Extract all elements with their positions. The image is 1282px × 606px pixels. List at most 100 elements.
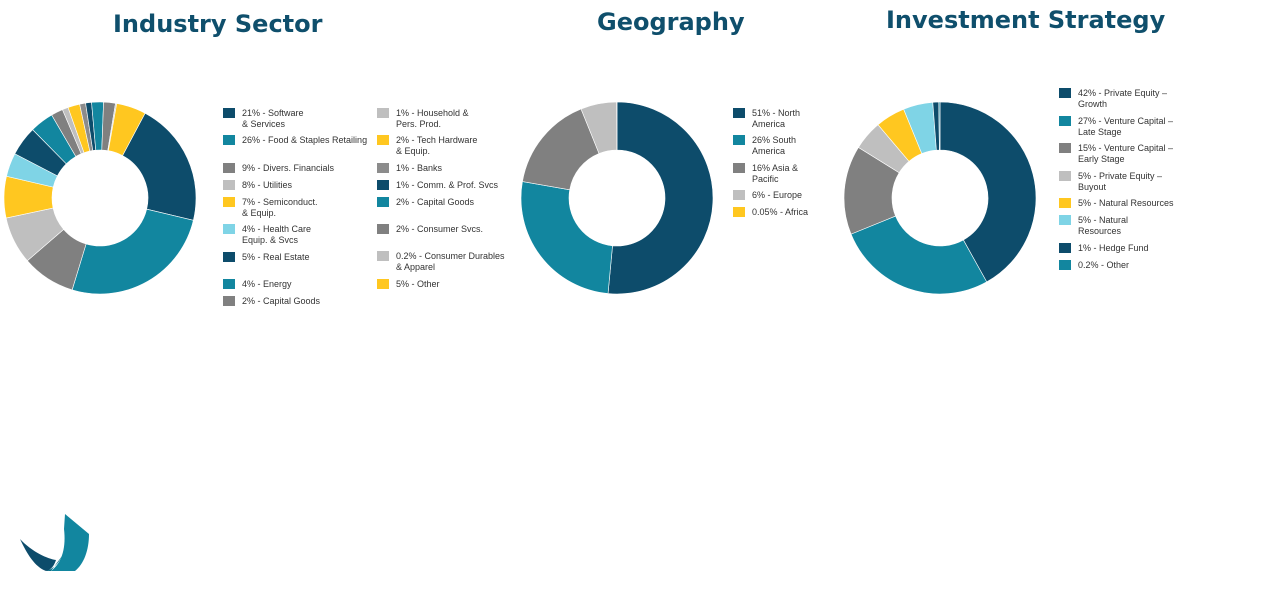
legend-label: 0.05% - Africa <box>752 207 809 217</box>
legend-label: 1% - Hedge Fund <box>1078 243 1149 253</box>
industry-sector-legend-item-16: 5% - Other <box>377 279 440 290</box>
legend-label: 5% - Private Equity – Buyout <box>1078 171 1163 192</box>
legend-swatch <box>223 296 235 306</box>
industry-sector-legend-item-7: 4% - Energy <box>223 279 292 290</box>
legend-swatch <box>1059 198 1071 208</box>
legend-label: 16% Asia & Pacific <box>752 163 799 184</box>
legend-label: 8% - Utilities <box>242 180 293 190</box>
legend-swatch <box>223 197 235 207</box>
industry-sector-legend-item-10: 2% - Tech Hardware & Equip. <box>377 135 477 157</box>
legend-label: 4% - Energy <box>242 279 292 289</box>
legend-label: 5% - Natural Resources <box>1078 215 1129 236</box>
legend-label: 2% - Tech Hardware & Equip. <box>396 135 478 156</box>
industry-sector-legend-item-11: 1% - Banks <box>377 163 442 174</box>
industry-sector-legend-item-15: 0.2% - Consumer Durables & Apparel <box>377 251 505 273</box>
legend-swatch <box>1059 143 1071 153</box>
industry-sector-legend-item-3: 8% - Utilities <box>223 180 292 191</box>
legend-label: 5% - Natural Resources <box>1078 198 1174 208</box>
industry-sector-legend-item-6: 5% - Real Estate <box>223 252 310 263</box>
industry-sector-legend-item-0: 21% - Software & Services <box>223 108 304 130</box>
legend-label: 9% - Divers. Financials <box>242 163 335 173</box>
legend-label: 0.2% - Consumer Durables & Apparel <box>396 251 505 272</box>
investment-strategy-legend-item-5: 5% - Natural Resources <box>1059 215 1128 237</box>
legend-swatch <box>1059 116 1071 126</box>
industry-sector-legend-item-14: 2% - Consumer Svcs. <box>377 224 483 235</box>
industry-sector-legend-item-8: 2% - Capital Goods <box>223 296 320 307</box>
geography-legend-item-4: 0.05% - Africa <box>733 207 808 218</box>
investment-strategy-legend-item-3: 5% - Private Equity – Buyout <box>1059 171 1162 193</box>
legend-label: 5% - Other <box>396 279 440 289</box>
legend-swatch <box>223 252 235 262</box>
legend-label: 26% - Food & Staples Retailing <box>242 135 368 145</box>
legend-swatch <box>1059 88 1071 98</box>
legend-label: 27% - Venture Capital – Late Stage <box>1078 116 1174 137</box>
legend-label: 1% - Banks <box>396 163 443 173</box>
investment-strategy-legend-item-1: 27% - Venture Capital – Late Stage <box>1059 116 1173 138</box>
investment-strategy-legend-item-6: 1% - Hedge Fund <box>1059 243 1149 254</box>
legend-label: 6% - Europe <box>752 190 803 200</box>
legend-swatch <box>377 224 389 234</box>
geography-legend-item-0: 51% - North America <box>733 108 800 130</box>
legend-swatch <box>733 207 745 217</box>
legend-swatch <box>377 108 389 118</box>
legend-label: 21% - Software & Services <box>242 108 304 129</box>
geography-legend-item-2: 16% Asia & Pacific <box>733 163 798 185</box>
legend-swatch <box>733 163 745 173</box>
legend-swatch <box>223 135 235 145</box>
legend-swatch <box>1059 243 1071 253</box>
legend-label: 7% - Semiconduct. & Equip. <box>242 197 318 218</box>
legend-swatch <box>1059 171 1071 181</box>
legend-swatch <box>733 135 745 145</box>
geography-donut <box>520 101 714 295</box>
investment-strategy-legend-item-0: 42% - Private Equity – Growth <box>1059 88 1167 110</box>
legend-label: 1% - Household & Pers. Prod. <box>396 108 469 129</box>
industry-sector-legend-item-12: 1% - Comm. & Prof. Svcs <box>377 180 498 191</box>
investment-strategy-legend-item-4: 5% - Natural Resources <box>1059 198 1174 209</box>
investment-strategy-legend-item-7: 0.2% - Other <box>1059 260 1129 271</box>
legend-swatch <box>223 108 235 118</box>
industry-sector-legend-item-13: 2% - Capital Goods <box>377 197 474 208</box>
industry-sector-legend-item-4: 7% - Semiconduct. & Equip. <box>223 197 318 219</box>
geography-slice-0 <box>607 101 714 295</box>
industry-sector-legend-item-1: 26% - Food & Staples Retailing <box>223 135 367 146</box>
industry-sector-legend-item-9: 1% - Household & Pers. Prod. <box>377 108 469 130</box>
legend-label: 2% - Capital Goods <box>242 296 321 306</box>
investment-strategy-donut <box>843 101 1037 295</box>
legend-label: 4% - Health Care Equip. & Svcs <box>242 224 312 245</box>
legend-label: 2% - Consumer Svcs. <box>396 224 484 234</box>
legend-swatch <box>223 224 235 234</box>
geography-title: Geography <box>597 8 745 36</box>
industry-sector-legend-item-2: 9% - Divers. Financials <box>223 163 334 174</box>
geography-legend-item-3: 6% - Europe <box>733 190 802 201</box>
legend-swatch <box>377 251 389 261</box>
legend-swatch <box>223 180 235 190</box>
legend-label: 15% - Venture Capital – Early Stage <box>1078 143 1174 164</box>
legend-label: 51% - North America <box>752 108 801 129</box>
legend-swatch <box>733 190 745 200</box>
legend-label: 42% - Private Equity – Growth <box>1078 88 1168 109</box>
legend-swatch <box>223 163 235 173</box>
legend-label: 0.2% - Other <box>1078 260 1130 270</box>
industry-sector-title: Industry Sector <box>113 10 323 38</box>
investment-strategy-legend-item-2: 15% - Venture Capital – Early Stage <box>1059 143 1173 165</box>
legend-swatch <box>377 279 389 289</box>
legend-swatch <box>223 279 235 289</box>
industry-sector-donut <box>3 101 197 295</box>
investment-strategy-slice-1 <box>850 215 988 295</box>
investment-strategy-slice-7 <box>938 101 941 151</box>
firm-logo-icon <box>20 514 89 571</box>
legend-label: 26% South America <box>752 135 797 156</box>
legend-swatch <box>377 197 389 207</box>
geography-slice-1 <box>520 181 613 294</box>
legend-label: 1% - Comm. & Prof. Svcs <box>396 180 499 190</box>
industry-sector-legend-item-5: 4% - Health Care Equip. & Svcs <box>223 224 311 246</box>
investment-strategy-slice-0 <box>939 101 1037 283</box>
legend-label: 2% - Capital Goods <box>396 197 475 207</box>
geography-legend-item-1: 26% South America <box>733 135 796 157</box>
industry-sector-slice-16 <box>108 103 146 157</box>
investment-strategy-title: Investment Strategy <box>886 6 1166 34</box>
legend-swatch <box>1059 215 1071 225</box>
legend-swatch <box>1059 260 1071 270</box>
industry-sector-slice-0 <box>122 112 197 221</box>
legend-swatch <box>377 135 389 145</box>
